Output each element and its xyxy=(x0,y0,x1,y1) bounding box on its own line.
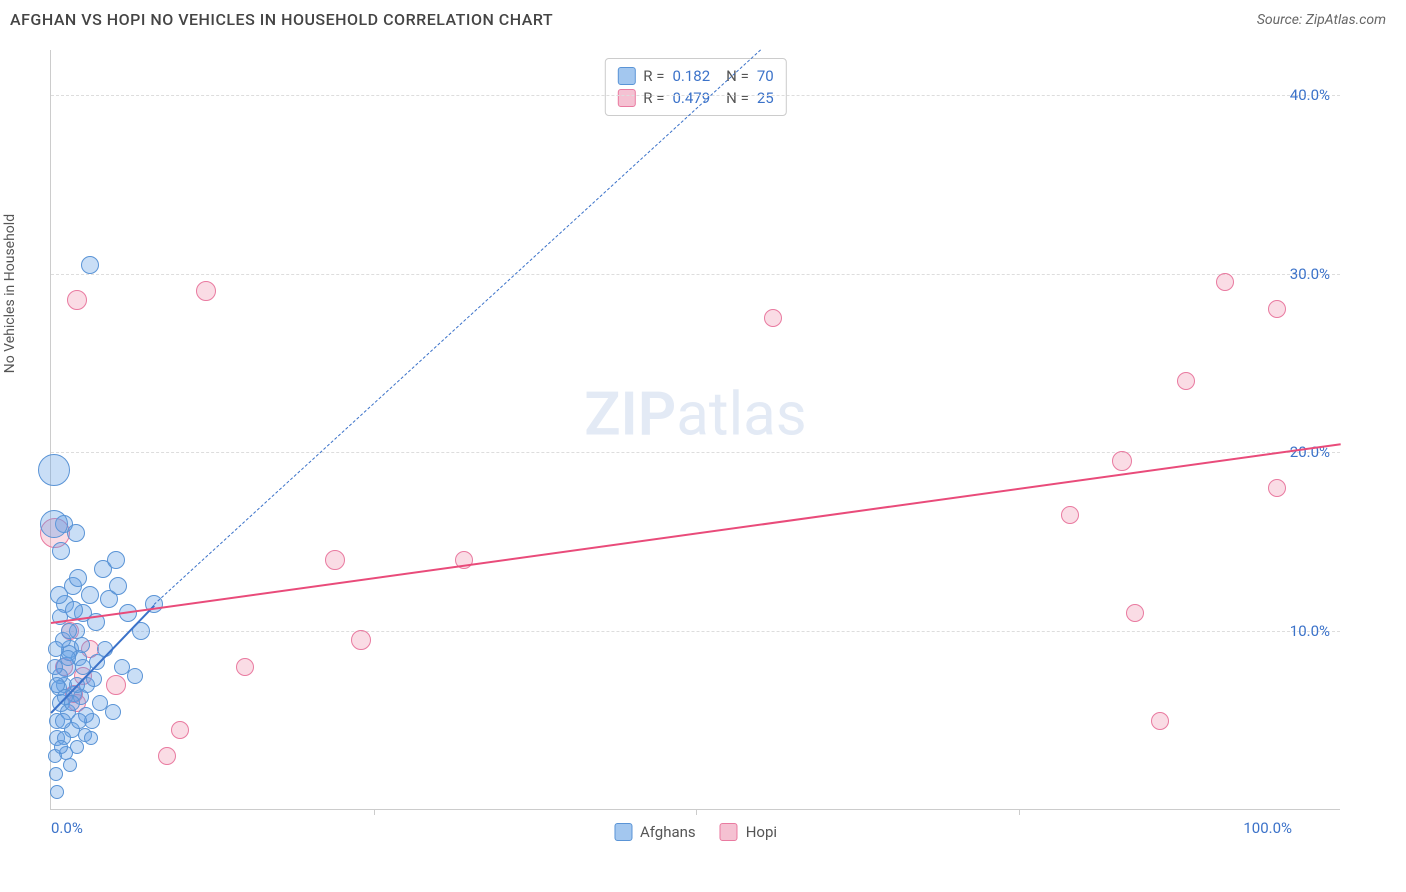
legend-item: Afghans xyxy=(614,823,696,841)
afghan-point xyxy=(54,740,68,754)
x-tick-mark xyxy=(1019,809,1020,815)
afghan-point xyxy=(38,454,70,486)
afghan-point xyxy=(52,542,70,560)
x-tick-mark xyxy=(696,809,697,815)
watermark: ZIPatlas xyxy=(584,379,807,450)
hopi-point xyxy=(351,630,371,650)
hopi-point xyxy=(196,281,216,301)
afghan-point xyxy=(109,577,127,595)
afghan-point xyxy=(71,713,87,729)
r-value: 0.182 xyxy=(672,67,710,85)
hopi-legend-swatch-icon xyxy=(720,823,738,841)
chart-title: AFGHAN VS HOPI NO VEHICLES IN HOUSEHOLD … xyxy=(10,10,553,29)
r-value: 0.479 xyxy=(672,89,710,107)
n-value: 70 xyxy=(757,67,774,85)
hopi-point xyxy=(1112,451,1132,471)
afghan-point xyxy=(127,668,143,684)
hopi-point xyxy=(1151,712,1169,730)
stats-row: R =0.182N =70 xyxy=(617,65,773,87)
legend-item: Hopi xyxy=(720,823,777,841)
afghan-swatch-icon xyxy=(617,67,635,85)
afghan-point xyxy=(107,551,125,569)
afghan-point xyxy=(61,623,77,639)
hopi-point xyxy=(1268,479,1286,497)
gridline-h xyxy=(51,631,1340,632)
legend-label: Hopi xyxy=(746,823,777,841)
afghan-point xyxy=(40,510,68,538)
afghan-point xyxy=(50,785,64,799)
hopi-swatch-icon xyxy=(617,89,635,107)
y-tick-label: 30.0% xyxy=(1290,265,1330,283)
hopi-point xyxy=(1268,300,1286,318)
gridline-h xyxy=(51,95,1340,96)
afghan-point xyxy=(49,677,65,693)
afghan-point xyxy=(81,586,99,604)
r-label: R = xyxy=(643,89,664,107)
hopi-point xyxy=(171,721,189,739)
afghan-legend-swatch-icon xyxy=(614,823,632,841)
afghan-point xyxy=(67,524,85,542)
source-label: Source: ZipAtlas.com xyxy=(1257,12,1386,28)
bottom-legend: Afghans Hopi xyxy=(614,823,777,841)
hopi-point xyxy=(158,747,176,765)
hopi-point xyxy=(1216,273,1234,291)
hopi-point xyxy=(1126,604,1144,622)
afghan-point xyxy=(63,758,77,772)
hopi-point xyxy=(1177,372,1195,390)
afghan-point xyxy=(84,731,98,745)
hopi-point xyxy=(67,290,87,310)
afghan-point xyxy=(60,650,76,666)
n-label: N = xyxy=(726,89,749,107)
hopi-point xyxy=(1061,506,1079,524)
y-tick-label: 40.0% xyxy=(1290,86,1330,104)
n-value: 25 xyxy=(757,89,774,107)
x-tick-min: 0.0% xyxy=(51,819,83,837)
legend-label: Afghans xyxy=(640,823,696,841)
hopi-point xyxy=(106,675,126,695)
hopi-trendline xyxy=(51,443,1341,624)
afghan-trendline-dash xyxy=(154,50,761,605)
gridline-h xyxy=(51,452,1340,453)
hopi-point xyxy=(764,309,782,327)
afghan-point xyxy=(50,586,68,604)
afghan-point xyxy=(74,637,90,653)
r-label: R = xyxy=(643,67,664,85)
x-tick-max: 100.0% xyxy=(1243,819,1292,837)
hopi-point xyxy=(236,658,254,676)
chart-container: No Vehicles in Household ZIPatlas R =0.1… xyxy=(50,50,1380,840)
afghan-point xyxy=(105,704,121,720)
afghan-point xyxy=(81,256,99,274)
stats-row: R = 0.479 N = 25 xyxy=(617,87,773,109)
x-tick-mark xyxy=(374,809,375,815)
scatter-plot: ZIPatlas R =0.182N =70R =0.479N =25 Afgh… xyxy=(50,50,1340,810)
hopi-point xyxy=(325,550,345,570)
afghan-point xyxy=(55,713,71,729)
y-axis-label: No Vehicles in Household xyxy=(2,214,18,373)
afghan-point xyxy=(49,767,63,781)
y-tick-label: 10.0% xyxy=(1290,622,1330,640)
afghan-point xyxy=(69,569,87,587)
gridline-h xyxy=(51,274,1340,275)
afghan-point xyxy=(65,601,83,619)
